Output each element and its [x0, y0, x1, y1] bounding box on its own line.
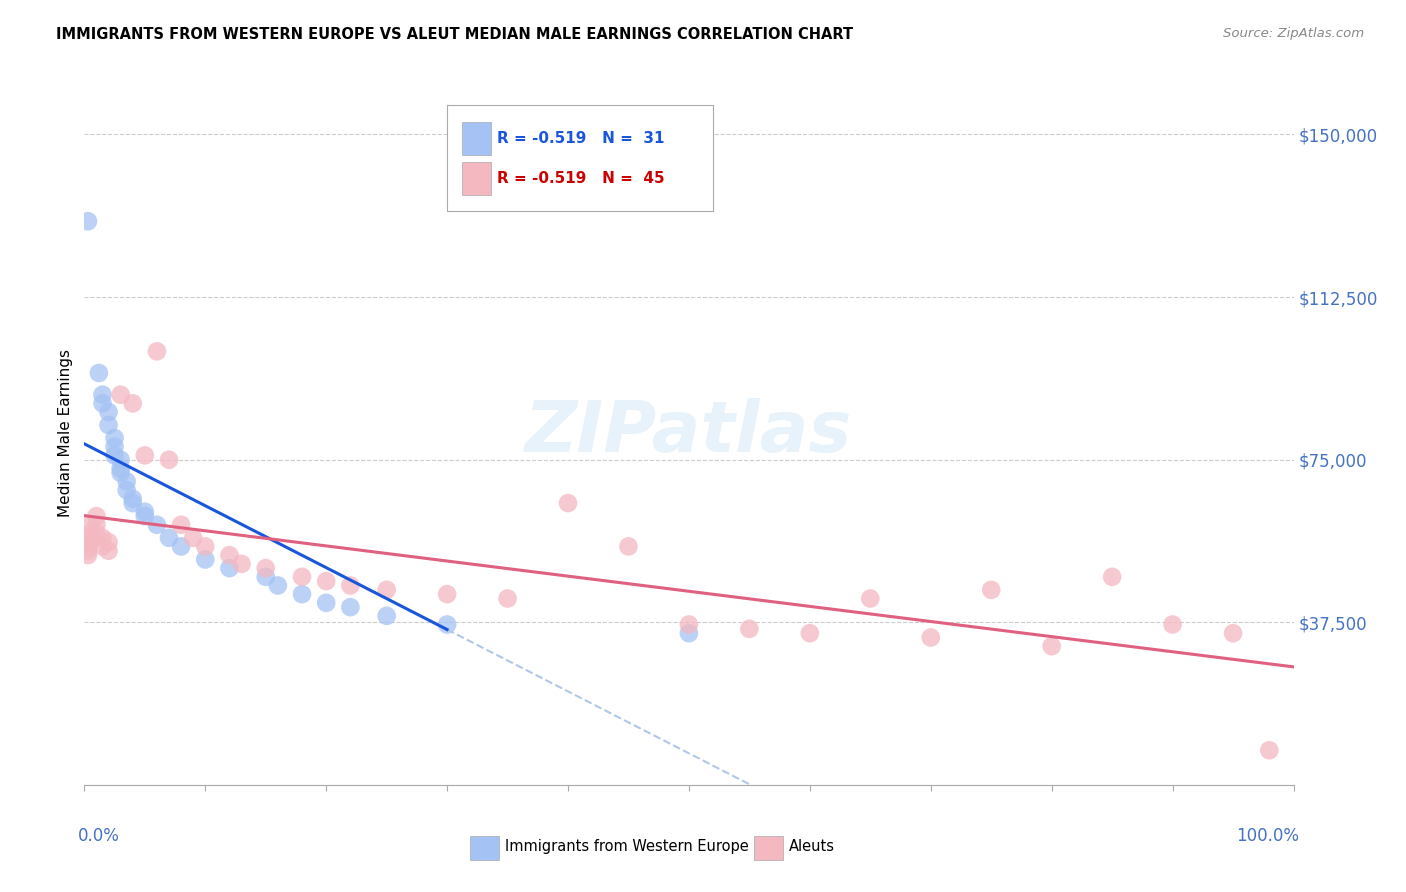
Point: [617, 540, 640, 554]
Text: R = -0.519   N =  31: R = -0.519 N = 31: [496, 131, 664, 146]
Point: [436, 587, 458, 601]
Point: [1161, 617, 1184, 632]
Text: 0.0%: 0.0%: [79, 827, 120, 846]
Point: [104, 449, 127, 463]
Point: [218, 561, 240, 575]
Point: [134, 449, 156, 463]
Point: [375, 608, 398, 623]
Point: [181, 531, 204, 545]
Point: [1040, 639, 1063, 653]
Point: [97, 535, 120, 549]
Point: [218, 548, 240, 562]
Point: [134, 505, 156, 519]
Point: [110, 461, 132, 475]
Point: [97, 543, 120, 558]
Point: [1101, 570, 1123, 584]
Point: [1222, 626, 1244, 640]
Point: [77, 548, 100, 562]
Point: [315, 596, 337, 610]
Point: [104, 431, 127, 445]
Point: [799, 626, 821, 640]
Point: [87, 366, 110, 380]
Point: [254, 561, 277, 575]
Point: [436, 617, 458, 632]
Point: [254, 570, 277, 584]
Point: [110, 452, 132, 467]
Point: [79, 535, 101, 549]
Point: [339, 578, 361, 592]
FancyBboxPatch shape: [447, 105, 713, 211]
Point: [678, 617, 700, 632]
Point: [157, 531, 180, 545]
Point: [77, 543, 100, 558]
Point: [86, 509, 108, 524]
Point: [77, 540, 100, 554]
Point: [121, 496, 143, 510]
Text: Aleuts: Aleuts: [789, 839, 835, 855]
Point: [134, 509, 156, 524]
Point: [121, 396, 143, 410]
Point: [859, 591, 882, 606]
Point: [79, 526, 101, 541]
Point: [920, 631, 942, 645]
Point: [339, 600, 361, 615]
Point: [980, 582, 1002, 597]
Point: [291, 570, 314, 584]
Point: [146, 517, 169, 532]
Point: [315, 574, 337, 589]
FancyBboxPatch shape: [461, 122, 491, 155]
Point: [194, 540, 217, 554]
Point: [97, 417, 120, 432]
Point: [291, 587, 314, 601]
Point: [104, 440, 127, 454]
Point: [91, 387, 114, 401]
Point: [121, 491, 143, 506]
Y-axis label: Median Male Earnings: Median Male Earnings: [58, 349, 73, 516]
Point: [738, 622, 761, 636]
Point: [79, 517, 101, 532]
Point: [557, 496, 579, 510]
FancyBboxPatch shape: [461, 162, 491, 195]
Point: [110, 466, 132, 480]
Point: [267, 578, 290, 592]
Point: [77, 531, 100, 545]
Point: [115, 483, 138, 497]
Point: [231, 557, 253, 571]
Text: ZIPatlas: ZIPatlas: [526, 398, 852, 467]
Point: [91, 540, 114, 554]
Point: [91, 396, 114, 410]
Point: [86, 526, 108, 541]
Point: [110, 387, 132, 401]
Point: [157, 452, 180, 467]
Point: [375, 582, 398, 597]
Point: [97, 405, 120, 419]
Text: R = -0.519   N =  45: R = -0.519 N = 45: [496, 171, 664, 186]
FancyBboxPatch shape: [470, 836, 499, 860]
Text: IMMIGRANTS FROM WESTERN EUROPE VS ALEUT MEDIAN MALE EARNINGS CORRELATION CHART: IMMIGRANTS FROM WESTERN EUROPE VS ALEUT …: [56, 27, 853, 42]
Point: [170, 540, 193, 554]
Point: [77, 535, 100, 549]
FancyBboxPatch shape: [754, 836, 783, 860]
Text: 100.0%: 100.0%: [1236, 827, 1299, 846]
Text: Immigrants from Western Europe: Immigrants from Western Europe: [505, 839, 749, 855]
Point: [194, 552, 217, 566]
Point: [146, 344, 169, 359]
Point: [115, 475, 138, 489]
Point: [77, 214, 100, 228]
Text: Source: ZipAtlas.com: Source: ZipAtlas.com: [1223, 27, 1364, 40]
Point: [678, 626, 700, 640]
Point: [1258, 743, 1281, 757]
Point: [91, 531, 114, 545]
Point: [170, 517, 193, 532]
Point: [496, 591, 519, 606]
Point: [86, 517, 108, 532]
